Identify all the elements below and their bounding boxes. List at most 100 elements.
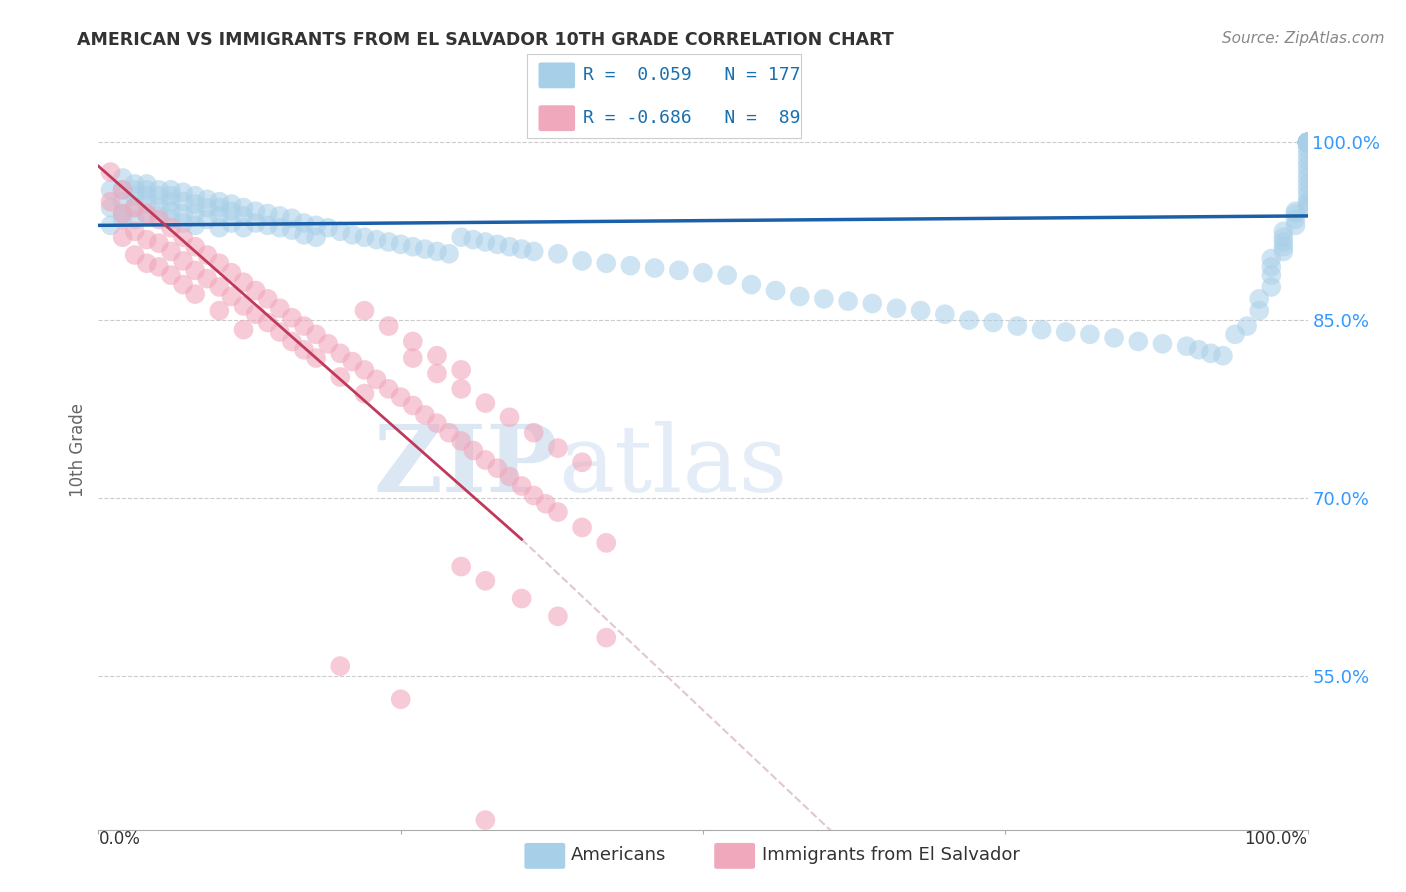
Point <box>316 336 339 351</box>
Point <box>450 434 472 448</box>
Text: atlas: atlas <box>558 421 787 510</box>
Text: R = -0.686   N =  89: R = -0.686 N = 89 <box>583 109 801 128</box>
Point <box>547 247 569 261</box>
Point <box>124 248 146 262</box>
Point <box>886 301 908 316</box>
Point <box>1272 240 1295 254</box>
Point <box>100 219 122 233</box>
Point <box>1296 136 1319 150</box>
Point <box>124 201 146 215</box>
Point <box>1296 136 1319 150</box>
Point <box>160 244 183 259</box>
Point <box>474 235 496 249</box>
Point <box>1296 136 1319 150</box>
Point <box>1296 136 1319 150</box>
Point <box>208 280 231 294</box>
Point <box>148 183 170 197</box>
Point <box>195 271 218 285</box>
Point <box>860 296 883 310</box>
Point <box>486 461 509 475</box>
Point <box>124 183 146 197</box>
Point <box>148 212 170 227</box>
Point <box>498 410 520 425</box>
Point <box>135 177 157 191</box>
Point <box>402 399 425 413</box>
Point <box>1236 319 1258 334</box>
Point <box>124 224 146 238</box>
Point <box>353 363 375 377</box>
Point <box>981 316 1004 330</box>
Point <box>1260 260 1282 274</box>
Point <box>426 416 449 430</box>
Point <box>1296 201 1319 215</box>
Point <box>463 443 485 458</box>
Point <box>1260 252 1282 266</box>
Point <box>498 469 520 483</box>
Point <box>135 183 157 197</box>
Point <box>221 216 243 230</box>
Point <box>208 256 231 270</box>
Text: R =  0.059   N = 177: R = 0.059 N = 177 <box>583 66 801 85</box>
Point <box>450 230 472 244</box>
Point <box>316 220 339 235</box>
Point <box>269 209 291 223</box>
Point <box>1175 339 1198 353</box>
Point <box>1296 136 1319 150</box>
Point <box>232 323 254 337</box>
Point <box>148 236 170 251</box>
Point <box>1296 141 1319 155</box>
Text: Americans: Americans <box>571 847 666 864</box>
Point <box>256 219 278 233</box>
Point <box>1296 159 1319 173</box>
Point <box>148 209 170 223</box>
Point <box>124 188 146 202</box>
Point <box>1296 136 1319 150</box>
Text: 0.0%: 0.0% <box>98 830 141 847</box>
Point <box>124 212 146 227</box>
Point <box>221 289 243 303</box>
Point <box>353 303 375 318</box>
Point <box>256 292 278 306</box>
Point <box>523 425 546 440</box>
Point <box>437 247 460 261</box>
Point <box>1296 136 1319 150</box>
Point <box>1296 136 1319 150</box>
Point <box>474 396 496 410</box>
Point <box>100 183 122 197</box>
Point <box>148 201 170 215</box>
Point <box>1296 136 1319 150</box>
Point <box>208 209 231 223</box>
Point <box>160 268 183 282</box>
Point <box>1031 323 1053 337</box>
Point <box>450 382 472 396</box>
Point <box>668 263 690 277</box>
Point <box>111 171 134 186</box>
Point <box>789 289 811 303</box>
Point <box>402 334 425 349</box>
Point <box>1054 325 1077 339</box>
Point <box>208 303 231 318</box>
Point <box>111 194 134 209</box>
Point <box>281 310 304 325</box>
Point <box>329 370 352 384</box>
Point <box>111 206 134 220</box>
Point <box>426 367 449 381</box>
Point <box>1296 171 1319 186</box>
Point <box>765 284 787 298</box>
Point <box>342 354 364 368</box>
Point <box>1249 292 1271 306</box>
Point <box>1007 319 1029 334</box>
Point <box>172 254 194 268</box>
Point <box>534 497 557 511</box>
Point <box>1260 280 1282 294</box>
Point <box>1296 165 1319 179</box>
Point <box>595 256 617 270</box>
Point <box>256 316 278 330</box>
Point <box>413 242 436 256</box>
Point <box>1272 235 1295 249</box>
Point <box>1296 136 1319 150</box>
Point <box>1296 177 1319 191</box>
Point <box>148 188 170 202</box>
Point <box>1128 334 1150 349</box>
Point <box>124 201 146 215</box>
